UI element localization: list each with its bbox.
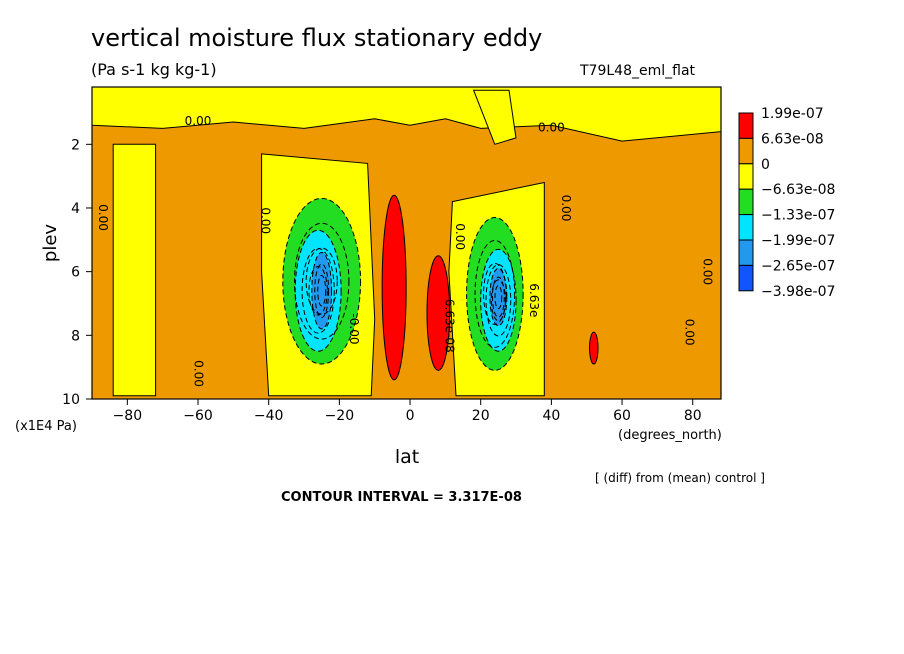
y-tick-label: 10 xyxy=(62,392,80,408)
contour-sh-blue-2 xyxy=(317,274,327,307)
contour-sh-cyan-1 xyxy=(301,247,335,334)
contour-label: 6.63e xyxy=(527,283,541,317)
contour-label: 0.00 xyxy=(259,207,273,234)
x-axis-label: lat xyxy=(395,446,419,468)
legend-swatch xyxy=(738,214,754,241)
legend-level-label: −2.65e-07 xyxy=(761,258,835,274)
contour-nh-blue-1 xyxy=(491,276,505,318)
contour-label: 0.00 xyxy=(453,223,467,250)
x-tick-label: 40 xyxy=(542,408,560,424)
legend-level-label: 6.63e-08 xyxy=(761,131,824,147)
contour-label: 0.00 xyxy=(185,114,212,128)
color-legend: 1.99e-07 6.63e-08 0 −6.63e-08 −1.33e-07 −1.99… xyxy=(738,106,835,300)
legend-level-label: 0 xyxy=(761,157,770,173)
y-tick-label: 6 xyxy=(71,265,80,281)
legend-swatch xyxy=(738,188,754,216)
contour-sh-cyan-2 xyxy=(308,266,328,316)
legend-swatch xyxy=(738,239,754,266)
y-tick-label: 4 xyxy=(71,201,80,217)
x-tick-label: 0 xyxy=(406,408,415,424)
contour-nh-cyan-2 xyxy=(490,279,506,322)
contour-label: 6.63e-08 xyxy=(442,299,456,353)
plot-area: 0.00 0.00 0.00 0.00 0.00 0.00 0.00 0.00 0.00 0.00… xyxy=(92,76,721,399)
x-tick-label: −40 xyxy=(254,408,284,424)
contour-label: 0.00 xyxy=(683,319,697,346)
x-tick-label: 20 xyxy=(472,408,490,424)
y-tick-label: 2 xyxy=(71,137,80,153)
x-tick-label: −60 xyxy=(183,408,213,424)
x-units-label: (degrees_north) xyxy=(618,428,722,443)
contour-nh-cyan-1 xyxy=(485,264,512,337)
blob-nh-red-small xyxy=(589,331,599,365)
legend-level-label: −6.63e-08 xyxy=(761,182,835,198)
contour-interval: CONTOUR INTERVAL = 3.317E-08 xyxy=(281,490,522,505)
units-label: (Pa s-1 kg kg-1) xyxy=(91,60,217,79)
contour-label: 0.00 xyxy=(700,258,714,285)
blob-eq-red-west xyxy=(381,194,407,381)
contour-nh-blue-2 xyxy=(494,285,503,310)
band-yellow-column-left xyxy=(112,143,157,397)
legend-level-label: −3.98e-07 xyxy=(761,284,835,300)
run-label: T79L48_eml_flat xyxy=(579,63,696,79)
legend-swatch xyxy=(738,264,754,292)
band-yellow-upper-tongue xyxy=(472,89,517,145)
x-tick-label: −80 xyxy=(113,408,143,424)
contour-sh-blue-1 xyxy=(314,263,330,318)
legend-level-label: 1.99e-07 xyxy=(761,106,824,122)
y-axis-label: plev xyxy=(40,224,61,263)
legend-level-label: −1.99e-07 xyxy=(761,233,835,249)
contour-label: 0.00 xyxy=(538,121,565,135)
legend-swatch xyxy=(738,112,754,139)
x-tick-label: 60 xyxy=(613,408,631,424)
legend-level-label: −1.33e-07 xyxy=(761,208,835,224)
plot-frame xyxy=(91,86,722,400)
blob-eq-red-east xyxy=(426,255,451,371)
contour-label: -0.00 xyxy=(347,313,361,344)
contour-sh-green-1 xyxy=(293,222,350,340)
contour-label: 0.00 xyxy=(191,360,205,387)
contour-sh-green-2 xyxy=(305,247,338,315)
legend-swatch xyxy=(738,137,754,165)
diff-note: [ (diff) from (mean) control ] xyxy=(595,471,765,485)
contour-nh-green-2 xyxy=(483,262,507,326)
x-tick-label: −20 xyxy=(325,408,355,424)
contour-nh-green-1 xyxy=(474,239,516,348)
y-scale-label: (x1E4 Pa) xyxy=(15,419,77,434)
chart-title: vertical moisture flux stationary eddy xyxy=(91,24,542,52)
contour-label: 0.00 xyxy=(96,204,110,231)
legend-swatch xyxy=(738,163,754,190)
y-tick-label: 8 xyxy=(71,328,80,344)
x-tick-label: 80 xyxy=(684,408,702,424)
band-upper-yellow xyxy=(92,87,721,142)
contour-label: 0.00 xyxy=(559,195,573,222)
contour-label: 0.00 xyxy=(619,76,646,90)
